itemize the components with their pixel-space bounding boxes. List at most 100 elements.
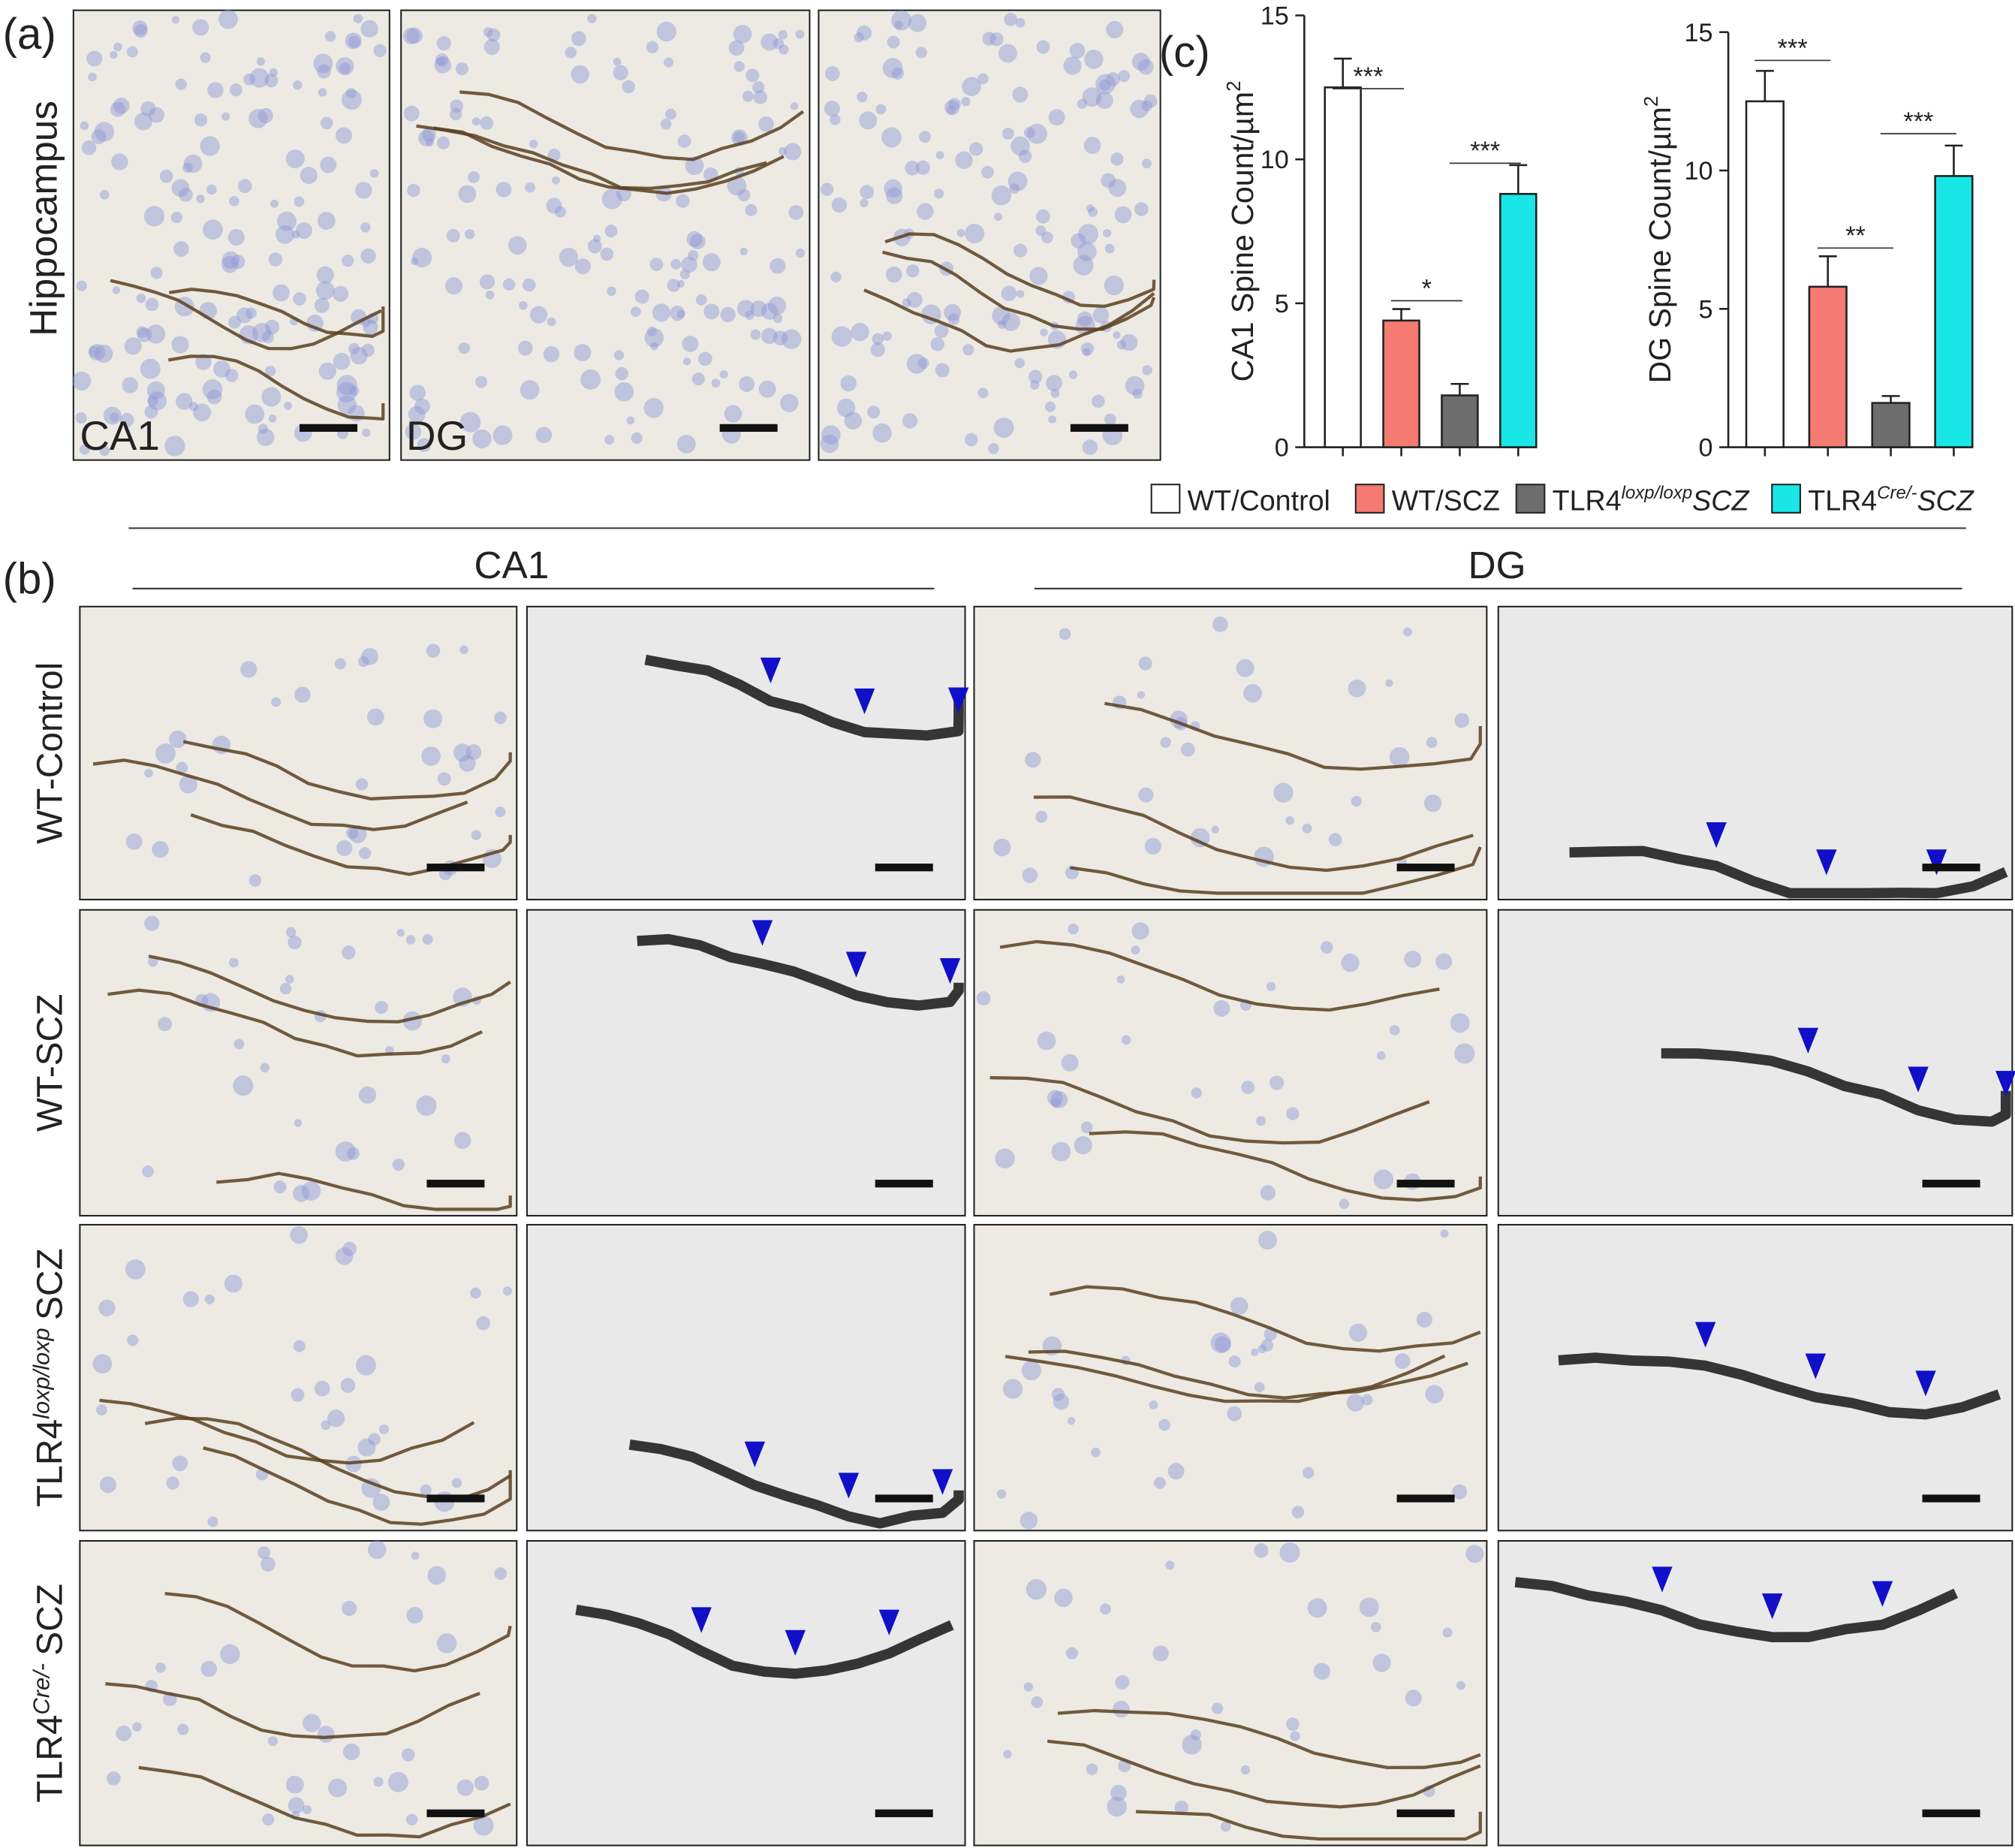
cell	[476, 1316, 490, 1331]
cell	[378, 1424, 390, 1435]
cell	[1100, 1603, 1111, 1614]
cell	[780, 393, 799, 412]
arrowhead	[744, 1441, 766, 1468]
arrowhead	[947, 687, 969, 713]
cell	[1158, 1418, 1170, 1431]
cell	[134, 112, 152, 131]
cell	[739, 376, 755, 392]
cell	[224, 1274, 242, 1293]
cell	[472, 429, 492, 449]
dendrite	[1049, 1285, 1481, 1353]
arrowhead	[1805, 1353, 1827, 1379]
cell	[994, 213, 1003, 222]
cell	[824, 101, 840, 117]
cell	[587, 239, 602, 254]
cell	[935, 151, 944, 160]
micrograph	[1497, 1539, 2013, 1846]
cell	[702, 253, 721, 272]
cell	[346, 827, 359, 840]
cell	[324, 31, 336, 42]
cell	[360, 248, 376, 264]
cell	[1031, 1696, 1044, 1708]
cell	[1120, 333, 1138, 351]
cell	[116, 1725, 132, 1741]
cell	[412, 247, 432, 268]
cell	[285, 149, 305, 169]
cell	[75, 412, 87, 424]
cell	[99, 445, 110, 457]
dendrite	[637, 933, 964, 1011]
cell	[348, 342, 360, 354]
cell	[294, 686, 311, 703]
cell	[1339, 1198, 1350, 1209]
cell	[872, 333, 884, 345]
cell	[449, 107, 462, 121]
cell	[1084, 50, 1104, 69]
cell	[140, 358, 161, 379]
cell	[342, 1600, 357, 1616]
dendrite	[1136, 1810, 1482, 1841]
cell	[98, 1299, 116, 1317]
cell	[261, 387, 282, 407]
cell	[260, 1063, 270, 1073]
micrograph	[973, 1539, 1488, 1846]
cell	[884, 179, 902, 198]
cell	[218, 9, 238, 29]
cell	[686, 231, 703, 248]
cell	[519, 300, 528, 310]
micrograph	[1497, 605, 2013, 901]
cell	[262, 1813, 275, 1826]
cell	[1174, 1801, 1189, 1815]
dendrite	[881, 250, 1156, 331]
cell	[1286, 1107, 1300, 1120]
cell	[1454, 713, 1470, 728]
cell	[1426, 737, 1438, 749]
cell	[1256, 1116, 1266, 1126]
cell	[574, 258, 591, 275]
cell	[1029, 267, 1048, 285]
cell	[474, 1775, 489, 1791]
bar	[1934, 175, 1974, 448]
significance-label: ***	[1470, 137, 1500, 165]
scale-bar	[426, 864, 485, 872]
cell	[1131, 922, 1149, 940]
cell	[1051, 1388, 1065, 1401]
cell	[206, 184, 217, 195]
cell	[728, 40, 745, 56]
cell	[320, 156, 337, 173]
micrograph	[526, 1223, 966, 1532]
cell	[471, 117, 480, 126]
cell	[993, 418, 1014, 439]
cell	[204, 1294, 215, 1304]
y-axis-label: CA1 Spine Count/µm2	[1224, 81, 1260, 382]
cell	[171, 179, 190, 197]
cell	[276, 211, 297, 231]
cell	[546, 197, 562, 214]
cell	[410, 257, 419, 266]
cell	[1068, 923, 1079, 935]
cell	[592, 234, 601, 243]
cell	[314, 297, 330, 313]
cell	[767, 296, 787, 315]
cell	[753, 90, 768, 104]
cell	[1227, 1406, 1242, 1421]
cell	[1025, 752, 1041, 768]
cell	[559, 247, 579, 267]
scale-bar	[1396, 1809, 1455, 1817]
cell	[342, 1241, 357, 1256]
micrograph	[973, 1223, 1488, 1532]
y-tick-label: 0	[1275, 434, 1289, 463]
scale-bar	[1070, 424, 1128, 433]
cell	[1082, 348, 1091, 357]
cell	[1270, 1075, 1285, 1090]
cell	[245, 307, 257, 319]
cell	[644, 328, 664, 348]
cell	[136, 326, 148, 338]
row-label: WT-SCZ	[30, 994, 70, 1132]
cell	[1180, 742, 1195, 757]
legend-suffix: SCZ	[1917, 484, 1974, 516]
cell	[276, 225, 295, 244]
cell	[902, 298, 911, 308]
cell	[1165, 1560, 1175, 1570]
legend-text: TLR4	[1553, 484, 1622, 516]
